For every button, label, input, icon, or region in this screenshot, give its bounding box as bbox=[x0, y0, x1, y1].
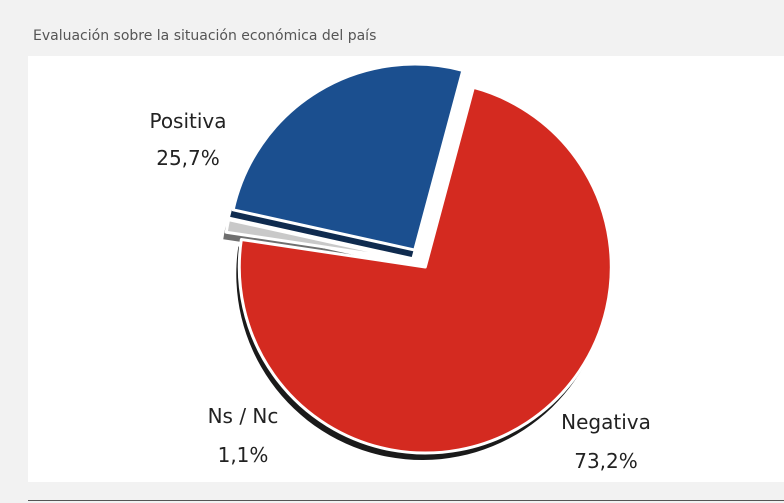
chart-caption: Evaluación sobre la situación económica … bbox=[33, 28, 377, 44]
pie-slices bbox=[224, 62, 613, 455]
slice-label-positiva-name: Positiva bbox=[149, 109, 226, 133]
slice-label-nsnc-name: Ns / Nc bbox=[208, 404, 279, 428]
slice-label-positiva-value: 25,7% bbox=[156, 146, 220, 170]
pie-slice-positiva bbox=[231, 62, 465, 252]
slice-label-negativa-name: Negativa bbox=[561, 410, 651, 434]
slice-label-nsnc-value: 1,1% bbox=[218, 443, 269, 467]
bottom-divider bbox=[28, 500, 784, 501]
pie-slice-negativa bbox=[237, 85, 613, 455]
pie-slice-nsnc bbox=[224, 218, 412, 262]
slice-label-negativa-value: 73,2% bbox=[574, 449, 638, 473]
